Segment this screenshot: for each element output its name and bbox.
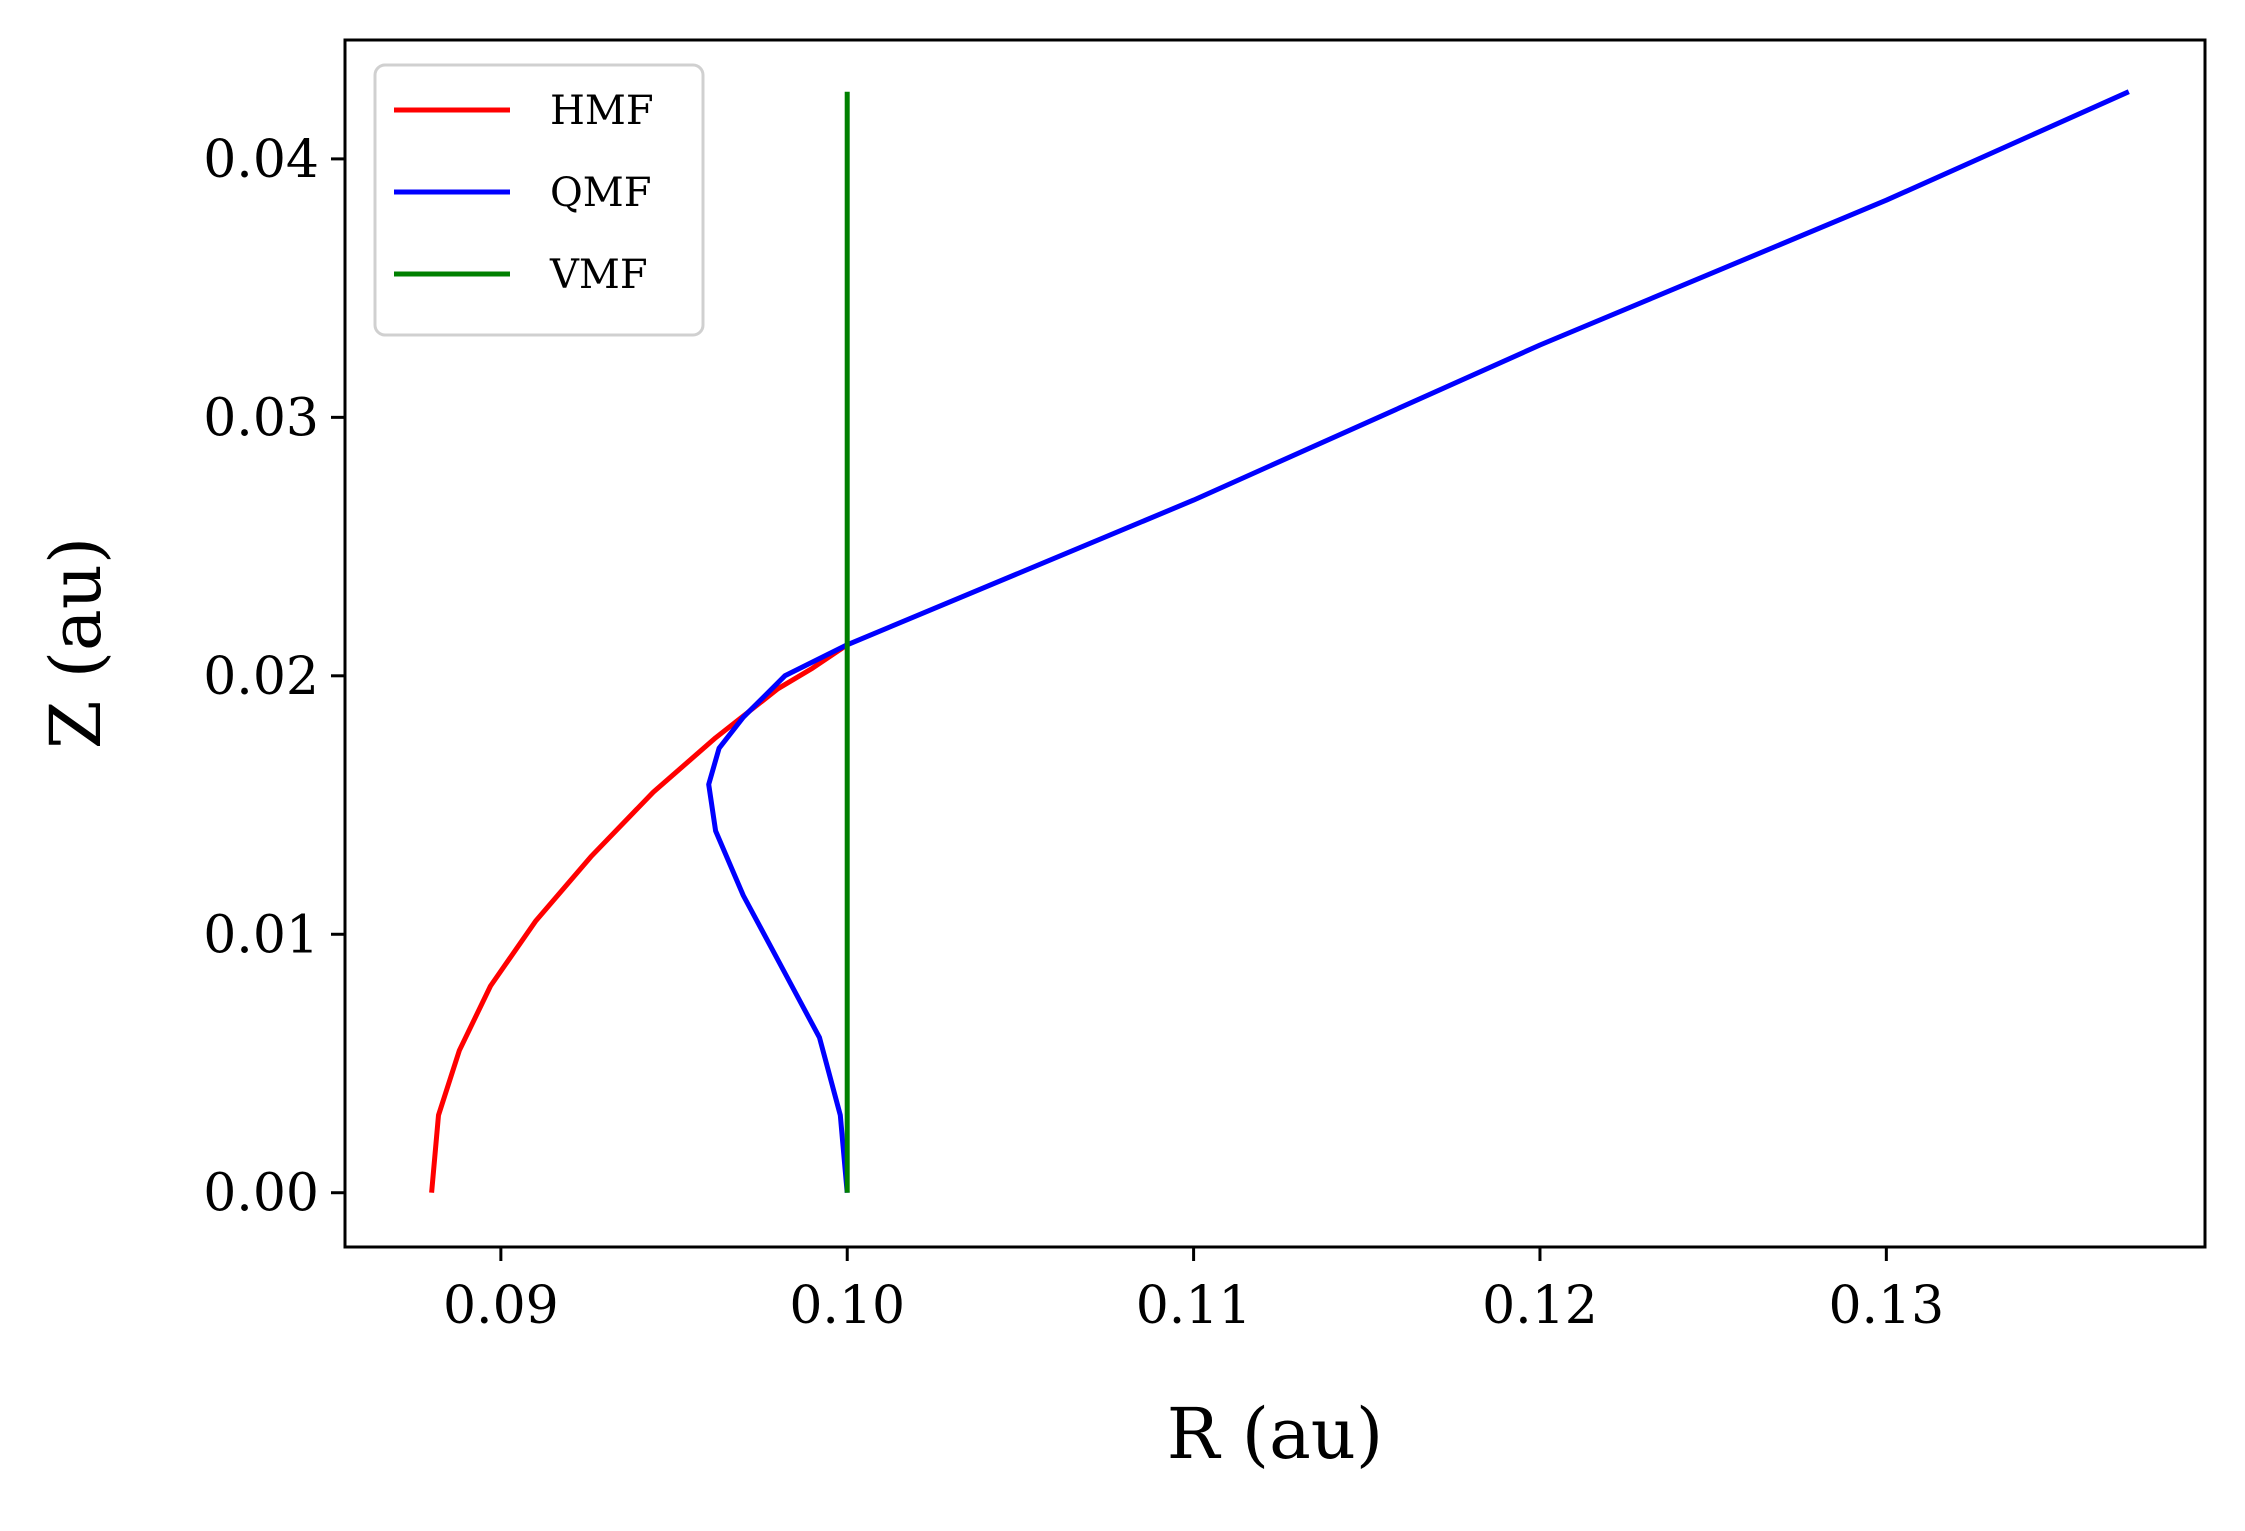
x-tick-label: 0.10 [789, 1276, 905, 1336]
legend-label-vmf: VMF [549, 252, 648, 298]
plot-area-frame [343, 38, 2207, 1249]
y-tick-label: 0.01 [203, 905, 319, 965]
y-axis: 0.00 0.01 0.02 0.03 0.04 [203, 130, 345, 1224]
y-tick-label: 0.03 [203, 388, 319, 448]
legend-label-qmf: QMF [550, 170, 652, 216]
y-tick-label: 0.00 [203, 1164, 319, 1224]
x-tick-label: 0.11 [1136, 1276, 1252, 1336]
legend-label-hmf: HMF [550, 88, 654, 134]
y-axis-title: Z (au) [35, 537, 117, 749]
legend: HMF QMF VMF [373, 63, 705, 337]
series-line-hmf [429, 642, 849, 1193]
y-tick-label: 0.04 [203, 130, 319, 190]
legend-frame [373, 63, 705, 337]
y-tick-label: 0.02 [203, 647, 319, 707]
x-tick-label: 0.13 [1828, 1276, 1944, 1336]
x-tick-label: 0.12 [1482, 1276, 1598, 1336]
x-axis: 0.09 0.10 0.11 0.12 0.13 [443, 1247, 1944, 1336]
series-line-qmf [706, 89, 2130, 1193]
x-axis-title: R (au) [1167, 1393, 1383, 1475]
x-tick-label: 0.09 [443, 1276, 559, 1336]
series-layer [429, 89, 2130, 1193]
